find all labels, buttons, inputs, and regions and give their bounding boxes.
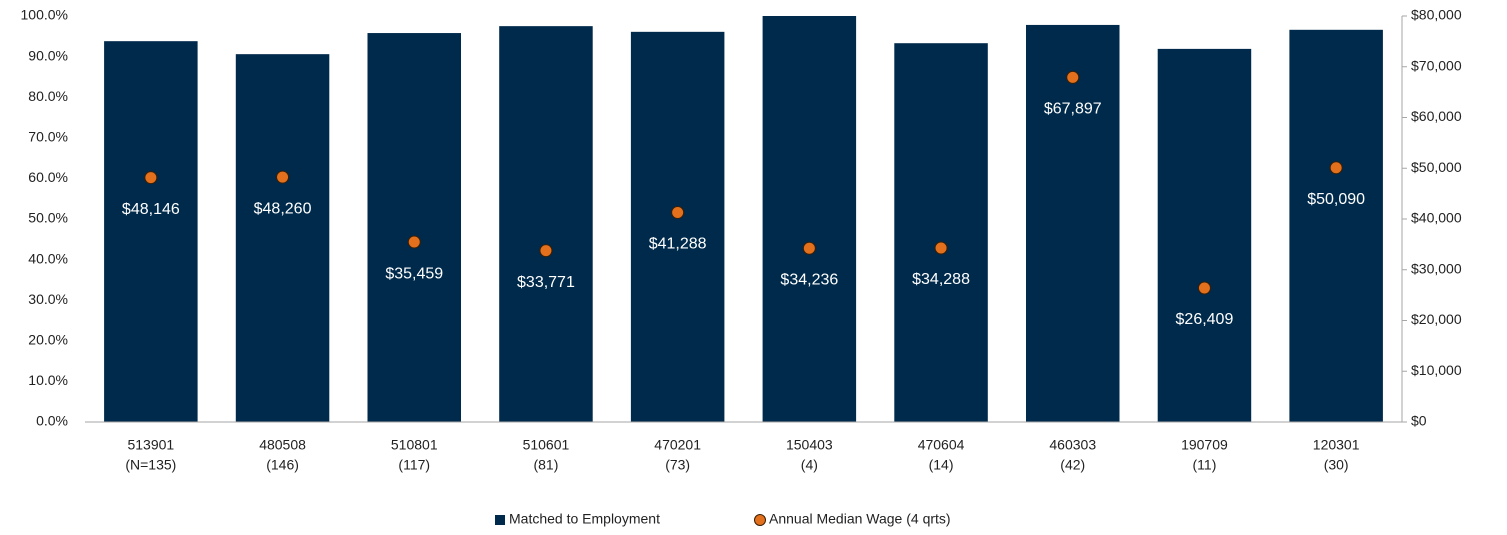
x-tick-label: (14) — [929, 457, 954, 473]
y-tick-label: 20.0% — [28, 332, 68, 348]
y2-tick-label: $10,000 — [1411, 362, 1462, 378]
bar — [1025, 24, 1120, 422]
y2-tick-label: $40,000 — [1411, 210, 1462, 226]
point — [1066, 70, 1080, 84]
x-tick-label: (4) — [801, 457, 818, 473]
data-label: $50,090 — [1307, 191, 1365, 208]
data-label: $67,897 — [1044, 101, 1102, 118]
bar — [1157, 48, 1252, 423]
x-tick-label: (146) — [266, 457, 299, 473]
y2-tick-label: $70,000 — [1411, 57, 1462, 73]
bar — [762, 16, 857, 422]
y-tick-label: 30.0% — [28, 291, 68, 307]
point — [276, 170, 290, 184]
x-tick-label: 480508 — [259, 437, 306, 453]
bar — [235, 54, 330, 422]
bar — [499, 26, 593, 423]
point — [671, 205, 685, 219]
point — [802, 241, 816, 255]
x-tick-label: (42) — [1060, 457, 1085, 473]
y-tick-label: 80.0% — [28, 88, 68, 104]
x-tick-label: 510801 — [391, 437, 438, 453]
x-tick-label: 190709 — [1181, 437, 1228, 453]
y-tick-label: 70.0% — [28, 129, 68, 145]
y2-tick-label: $0 — [1411, 413, 1427, 429]
x-tick-label: 460303 — [1049, 437, 1096, 453]
legend-label: Annual Median Wage (4 qrts) — [769, 511, 951, 527]
bar — [104, 41, 198, 423]
data-label: $48,146 — [122, 201, 180, 218]
point — [934, 241, 948, 255]
y-tick-label: 90.0% — [28, 47, 68, 63]
data-label: $33,771 — [517, 274, 575, 291]
x-tick-label: (N=135) — [125, 457, 176, 473]
data-label: $34,288 — [912, 271, 970, 288]
legend-swatch — [754, 514, 766, 526]
point — [1329, 161, 1343, 175]
bar — [367, 33, 462, 422]
x-tick-label: (81) — [533, 457, 558, 473]
point — [144, 171, 158, 185]
bar — [630, 31, 725, 423]
bar — [894, 43, 988, 423]
y-tick-label: 0.0% — [36, 413, 68, 429]
x-tick-label: 513901 — [127, 437, 174, 453]
point — [539, 244, 553, 258]
x-tick-label: (117) — [398, 457, 430, 473]
x-tick-label: 150403 — [786, 437, 833, 453]
y2-tick-label: $60,000 — [1411, 108, 1462, 124]
x-tick-label: (30) — [1324, 457, 1349, 473]
y-tick-label: 50.0% — [28, 210, 68, 226]
point — [407, 235, 421, 249]
y-tick-label: 40.0% — [28, 250, 68, 266]
x-tick-label: 470604 — [918, 437, 965, 453]
data-label: $48,260 — [254, 200, 312, 217]
data-label: $34,236 — [780, 271, 838, 288]
data-label: $41,288 — [649, 236, 707, 253]
legend-swatch — [495, 515, 505, 525]
y-tick-label: 10.0% — [28, 372, 68, 388]
point — [1197, 281, 1211, 295]
x-tick-label: (11) — [1193, 457, 1217, 473]
y2-tick-label: $20,000 — [1411, 311, 1462, 327]
x-tick-label: 120301 — [1313, 437, 1360, 453]
x-tick-label: 470201 — [654, 437, 701, 453]
y-tick-label: 60.0% — [28, 169, 68, 185]
y2-tick-label: $80,000 — [1411, 7, 1462, 23]
bar — [1289, 29, 1383, 422]
data-label: $35,459 — [385, 265, 443, 282]
x-tick-label: (73) — [665, 457, 690, 473]
legend-label: Matched to Employment — [509, 511, 660, 527]
data-label: $26,409 — [1176, 311, 1234, 328]
y-tick-label: 100.0% — [21, 7, 68, 23]
x-tick-label: 510601 — [523, 437, 570, 453]
y2-tick-label: $30,000 — [1411, 260, 1462, 276]
y2-tick-label: $50,000 — [1411, 159, 1462, 175]
